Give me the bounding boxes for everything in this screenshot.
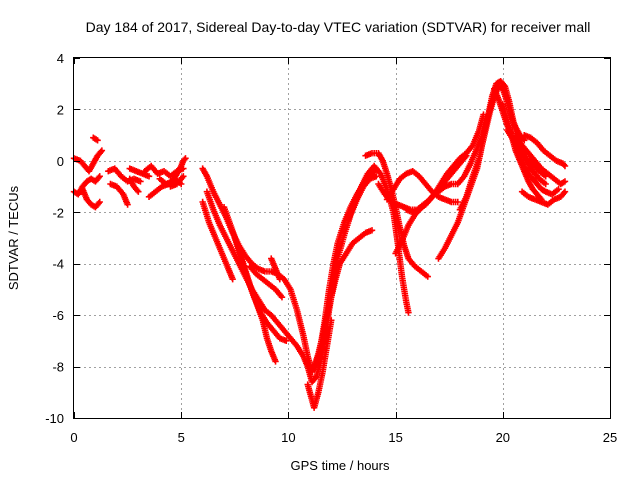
data-point [96,198,103,206]
x-tick-label: 15 [388,430,402,445]
data-point [135,188,142,195]
series-track-02 [70,147,106,175]
x-tick-label: 25 [603,430,617,445]
y-tick-label: -2 [52,205,64,220]
y-axis-label: SDTVAR / TECUs [6,185,21,290]
series-track-20 [304,317,335,411]
series-track-12 [167,173,187,190]
series-track-05 [105,165,144,185]
data-point [272,358,279,365]
data-point [97,148,104,156]
data-point [500,81,508,89]
data-point [405,309,412,316]
data-point [182,155,189,162]
y-tick-label: 0 [57,154,64,169]
data-point [98,147,106,154]
data-point [94,137,101,144]
series-track-08 [126,175,142,195]
data-point [95,174,102,181]
data-point [283,337,290,345]
y-tick-label: 4 [57,51,64,66]
data-point [555,185,562,193]
series-track-07 [126,165,153,180]
series-track-35 [503,126,549,180]
series-track-06 [107,180,131,208]
x-tick-labels: 0 5 10 15 20 25 [70,430,617,445]
y-tick-label: -10 [45,411,64,426]
series-track-19 [268,255,284,283]
data-point [134,187,141,194]
data-point [424,273,431,280]
x-tick-label: 10 [281,430,295,445]
data-point [561,178,569,185]
data-point [328,317,335,324]
data-marks [70,77,569,411]
data-point [454,198,461,206]
data-point [542,180,549,188]
y-tick-label: -8 [52,360,64,375]
data-point [278,293,286,301]
data-point [181,156,188,163]
y-tick-label: 2 [57,102,64,117]
series-track-34 [521,131,569,170]
x-axis-label: GPS time / hours [291,458,390,473]
data-point [312,374,319,382]
series-track-18 [246,263,286,301]
data-point [560,189,568,197]
x-tick-label: 0 [70,430,77,445]
series-track-17 [231,234,290,345]
series-track-03 [79,185,103,211]
data-point [560,161,568,168]
x-tick-label: 20 [496,430,510,445]
axis-ticks [74,58,611,419]
series-track-01 [70,173,103,198]
data-point [96,173,103,180]
chart-title: Day 184 of 2017, Sidereal Day-to-day VTE… [86,19,591,35]
series-track-21 [310,227,376,370]
data-point [137,178,144,185]
series-track-27 [403,88,500,216]
plot-frame [73,57,611,419]
data-point [542,173,549,180]
x-tick-label: 5 [178,430,185,445]
series-track-04 [90,134,101,144]
data-point [229,275,236,283]
data-point [561,162,569,170]
y-tick-label: -6 [52,308,64,323]
data-point [124,201,131,208]
y-tick-label: -4 [52,257,64,272]
data-point [95,200,102,207]
data-point [276,275,284,283]
y-tick-labels: -10 -8 -6 -4 -2 0 2 4 [45,51,64,426]
data-point [368,227,376,234]
data-point [145,173,153,180]
series-track-15 [199,198,236,283]
data-point [561,188,569,195]
series-track-32 [518,188,569,208]
data-point [180,173,187,180]
